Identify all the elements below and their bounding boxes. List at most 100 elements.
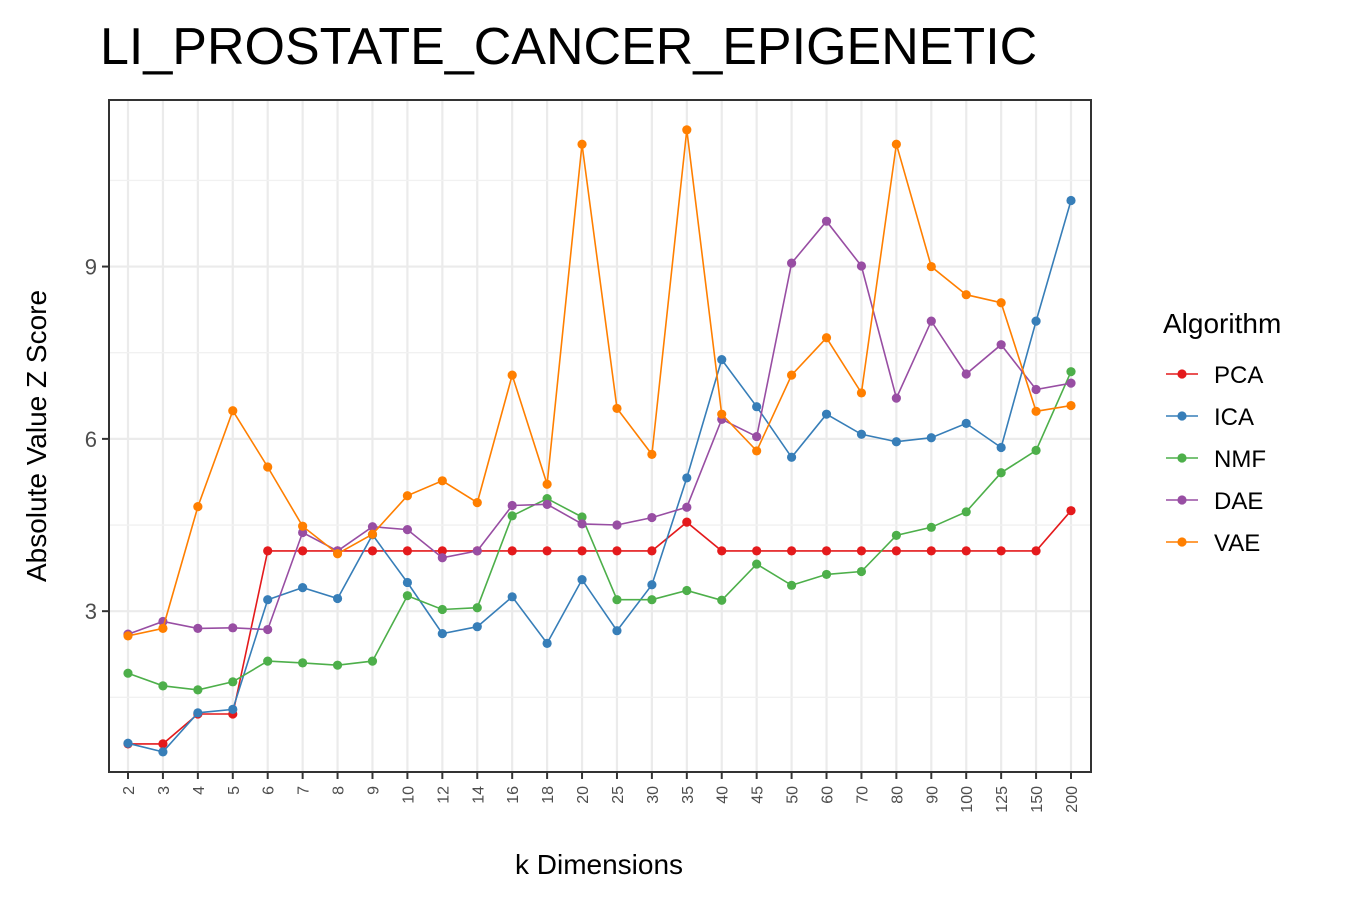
data-point-pca bbox=[507, 546, 517, 556]
series-nmf bbox=[123, 367, 1076, 695]
data-point-vae bbox=[752, 446, 762, 456]
data-point-dae bbox=[402, 525, 413, 535]
data-point-pca bbox=[996, 546, 1006, 556]
data-point-dae bbox=[507, 500, 517, 511]
x-tick-label: 30 bbox=[645, 786, 662, 804]
data-point-vae bbox=[612, 403, 622, 414]
x-tick-label: 20 bbox=[575, 786, 592, 804]
data-point-pca bbox=[786, 546, 797, 556]
x-tick-label: 50 bbox=[785, 786, 802, 804]
data-point-nmf bbox=[193, 685, 203, 695]
data-point-pca bbox=[717, 546, 727, 556]
data-point-vae bbox=[542, 479, 552, 489]
data-point-vae bbox=[996, 298, 1006, 308]
data-point-vae bbox=[437, 476, 447, 486]
data-point-pca bbox=[577, 546, 587, 556]
x-tick-label: 6 bbox=[261, 786, 278, 795]
chart-title: LI_PROSTATE_CANCER_EPIGENETIC bbox=[100, 18, 1037, 76]
legend-label-vae: VAE bbox=[1214, 530, 1260, 557]
x-tick-label: 14 bbox=[470, 786, 487, 804]
y-tick-label: 6 bbox=[85, 427, 97, 452]
data-point-pca bbox=[926, 546, 936, 556]
legend-label-pca: PCA bbox=[1214, 362, 1263, 389]
legend-key-point-nmf bbox=[1177, 453, 1187, 463]
data-point-nmf bbox=[717, 595, 727, 605]
data-point-vae bbox=[123, 631, 133, 641]
data-point-vae bbox=[1031, 406, 1041, 416]
series-dae bbox=[123, 216, 1076, 639]
data-point-ica bbox=[507, 592, 517, 602]
data-point-vae bbox=[577, 139, 587, 149]
y-tick-label: 3 bbox=[85, 599, 97, 624]
data-point-dae bbox=[542, 499, 552, 509]
data-point-dae bbox=[891, 393, 901, 403]
data-point-nmf bbox=[228, 677, 238, 687]
series-line-nmf bbox=[127, 371, 1072, 691]
data-point-pca bbox=[1066, 506, 1076, 516]
data-point-ica bbox=[577, 574, 587, 585]
x-tick-label: 100 bbox=[959, 786, 976, 813]
legend: Algorithm PCA ICA NMF DAE VAE bbox=[1163, 308, 1281, 557]
data-point-pca bbox=[298, 546, 308, 556]
x-tick-label: 10 bbox=[400, 786, 417, 804]
data-point-nmf bbox=[263, 656, 273, 666]
x-tick-label: 12 bbox=[435, 786, 452, 804]
data-point-ica bbox=[158, 747, 168, 757]
x-tick-label: 2 bbox=[121, 786, 138, 795]
legend-label-dae: DAE bbox=[1214, 488, 1263, 515]
series-layer bbox=[123, 125, 1076, 757]
data-point-nmf bbox=[507, 511, 517, 521]
data-point-dae bbox=[786, 258, 797, 268]
data-point-vae bbox=[367, 529, 378, 539]
data-point-ica bbox=[472, 622, 482, 632]
series-line-vae bbox=[127, 129, 1072, 637]
data-point-ica bbox=[263, 595, 273, 605]
legend-label-ica: ICA bbox=[1214, 404, 1254, 431]
data-point-ica bbox=[332, 593, 343, 604]
data-point-dae bbox=[298, 527, 308, 538]
x-tick-label: 5 bbox=[226, 786, 243, 795]
x-tick-label: 125 bbox=[994, 786, 1011, 813]
x-tick-label: 45 bbox=[750, 786, 767, 804]
series-line-ica bbox=[127, 200, 1072, 753]
data-point-ica bbox=[961, 418, 971, 428]
data-point-pca bbox=[961, 546, 971, 556]
data-point-dae bbox=[263, 624, 273, 635]
data-point-dae bbox=[1031, 384, 1041, 395]
grid bbox=[109, 100, 1091, 772]
x-tick-label: 80 bbox=[889, 786, 906, 804]
x-tick-label: 40 bbox=[715, 786, 732, 804]
data-point-ica bbox=[402, 577, 413, 588]
data-point-ica bbox=[682, 473, 692, 483]
data-point-dae bbox=[752, 431, 762, 442]
data-point-dae bbox=[647, 512, 657, 523]
y-axis-title: Absolute Value Z Score bbox=[21, 290, 52, 582]
data-point-dae bbox=[821, 216, 832, 226]
data-point-dae bbox=[228, 623, 238, 633]
data-point-vae bbox=[507, 370, 517, 380]
x-tick-label: 3 bbox=[156, 786, 173, 795]
plot-panel-border bbox=[108, 99, 1092, 773]
x-tick-label: 18 bbox=[540, 786, 557, 804]
data-point-nmf bbox=[647, 595, 657, 605]
x-tick-label: 9 bbox=[365, 786, 382, 795]
data-point-vae bbox=[717, 409, 727, 419]
data-point-ica bbox=[786, 452, 797, 462]
x-tick-label: 25 bbox=[610, 786, 627, 804]
data-point-pca bbox=[158, 739, 168, 749]
x-tick-label: 90 bbox=[924, 786, 941, 804]
data-point-nmf bbox=[123, 668, 133, 678]
legend-key-point-vae bbox=[1177, 537, 1187, 547]
data-point-nmf bbox=[682, 585, 692, 596]
data-point-dae bbox=[926, 316, 936, 326]
data-point-ica bbox=[717, 355, 727, 365]
legend-title: Algorithm bbox=[1163, 308, 1281, 339]
data-point-pca bbox=[752, 546, 762, 556]
data-point-vae bbox=[891, 139, 901, 149]
data-point-dae bbox=[577, 519, 587, 529]
data-point-dae bbox=[856, 261, 867, 271]
series-vae bbox=[123, 125, 1076, 641]
data-point-pca bbox=[612, 546, 622, 556]
data-point-pca bbox=[367, 546, 378, 556]
